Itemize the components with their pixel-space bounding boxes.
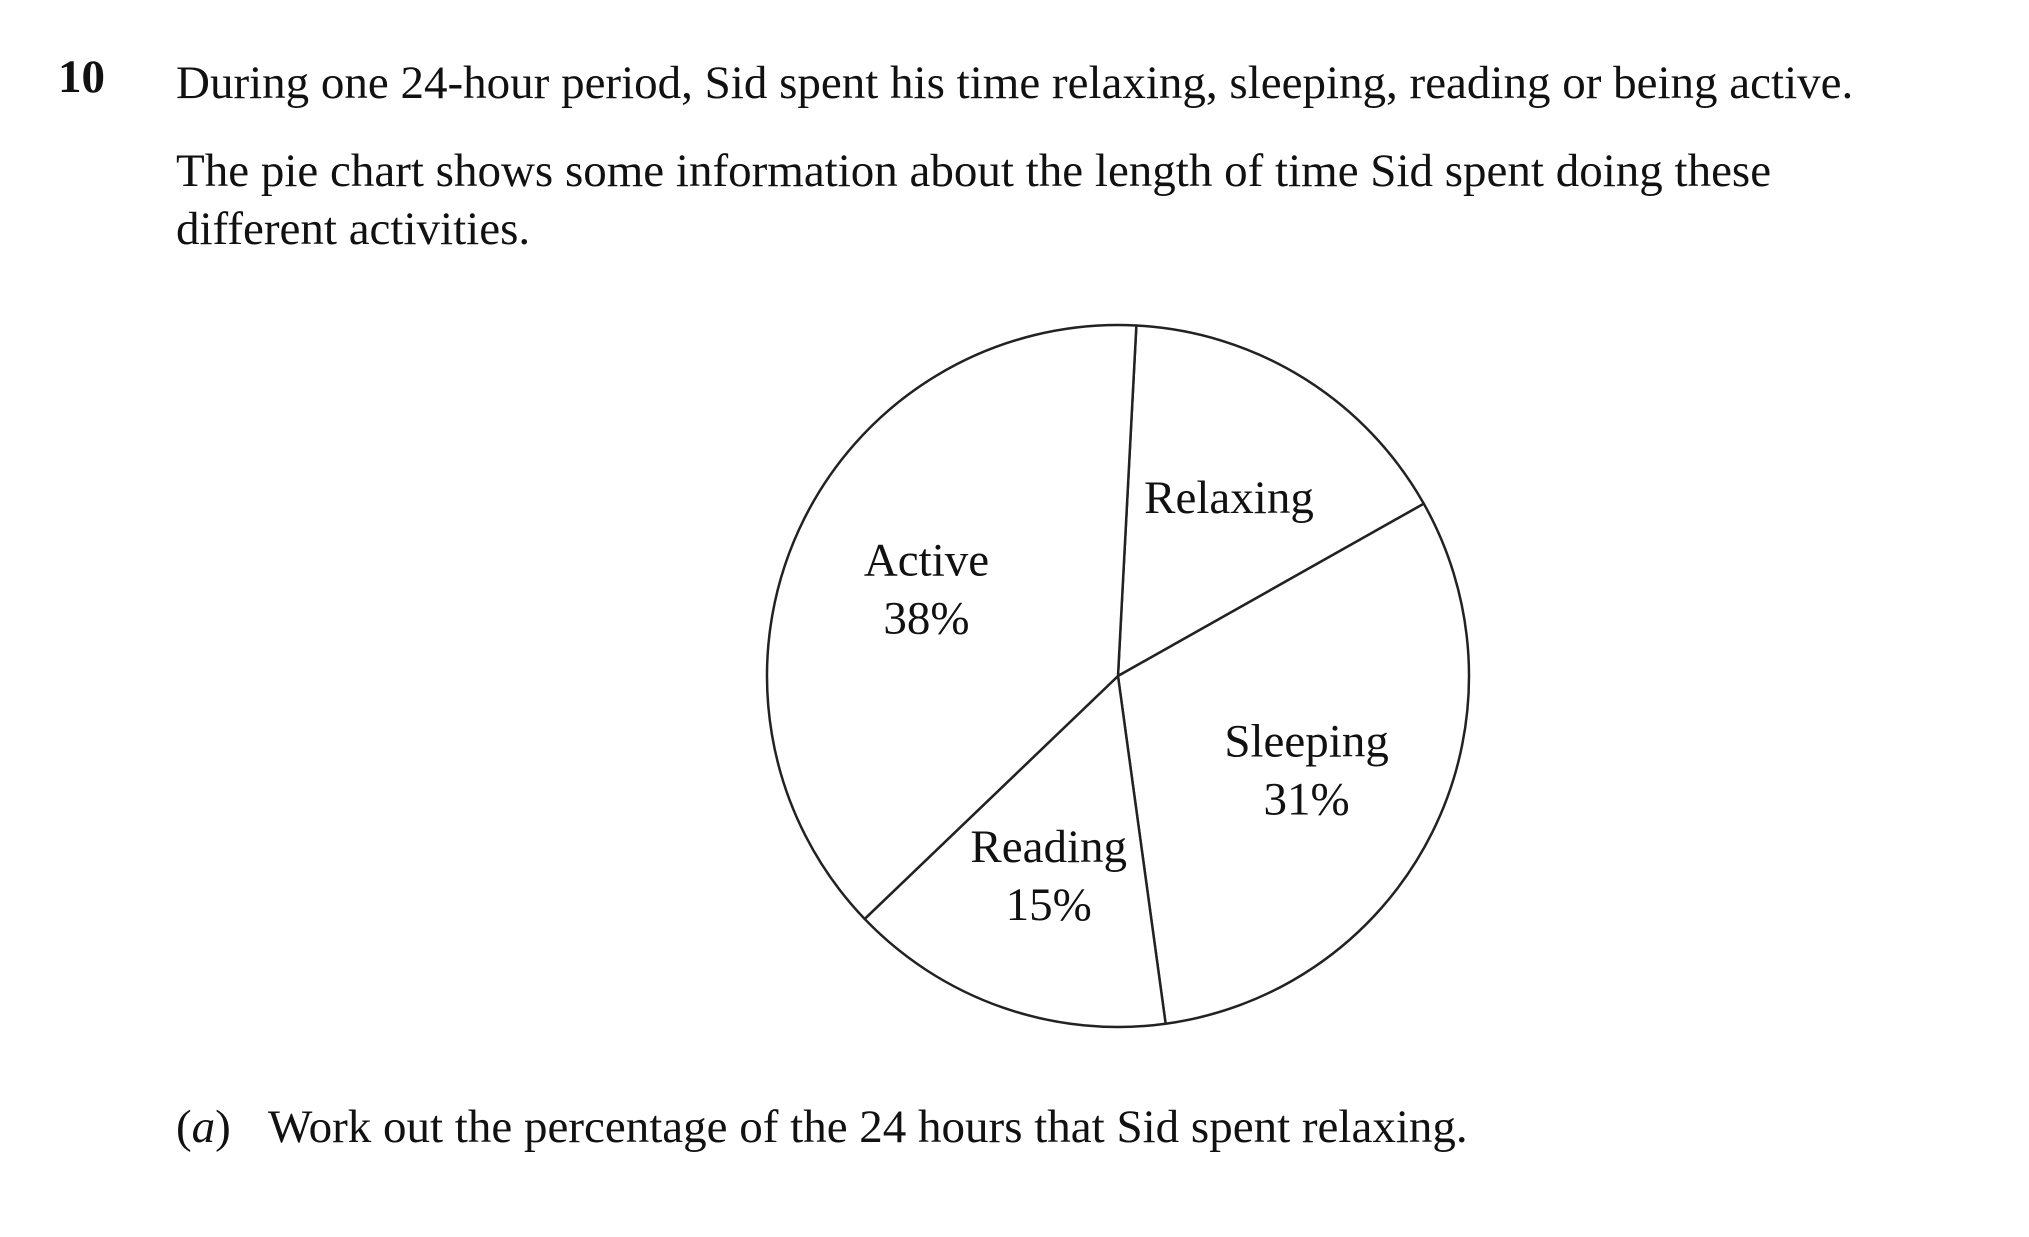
pie-label-relaxing: Relaxing [1144, 472, 1314, 524]
question-number: 10 [58, 51, 105, 103]
pie-label-sleeping: Sleeping 31% [1224, 716, 1388, 826]
pie-label-value: 15% [1006, 879, 1092, 931]
pie-label-value: 31% [1264, 774, 1350, 826]
pie-slice-reading [863, 674, 1167, 1029]
pie-label-value: 38% [883, 592, 969, 644]
pie-label-name: Active [864, 534, 989, 586]
part-a: (a) Work out the percentage of the 24 hou… [176, 1098, 1468, 1156]
question-intro: During one 24-hour period, Sid spent his… [176, 57, 1854, 109]
pie-slices [765, 323, 1471, 1029]
pie-label-name: Sleeping [1224, 716, 1388, 768]
description-line-2: different activities. [176, 203, 531, 255]
part-a-label: (a) [176, 1101, 231, 1153]
pie-label-reading: Reading 15% [970, 821, 1127, 931]
part-a-letter: a [191, 1101, 216, 1153]
part-a-text: Work out the percentage of the 24 hours … [268, 1101, 1468, 1153]
pie-slice-sleeping [1116, 502, 1471, 1025]
pie-slice-active [765, 323, 1138, 921]
pie-label-active: Active 38% [864, 534, 989, 644]
pie-slice-relaxing [1116, 324, 1426, 678]
pie-labels: Relaxing Sleeping 31% Reading 15% Active 38% [864, 472, 1389, 931]
description-line-1: The pie chart shows some information abo… [176, 145, 1772, 197]
pie-label-name: Reading [970, 821, 1127, 873]
pie-label-name: Relaxing [1144, 472, 1314, 524]
question-description: The pie chart shows some information abo… [176, 142, 1771, 258]
